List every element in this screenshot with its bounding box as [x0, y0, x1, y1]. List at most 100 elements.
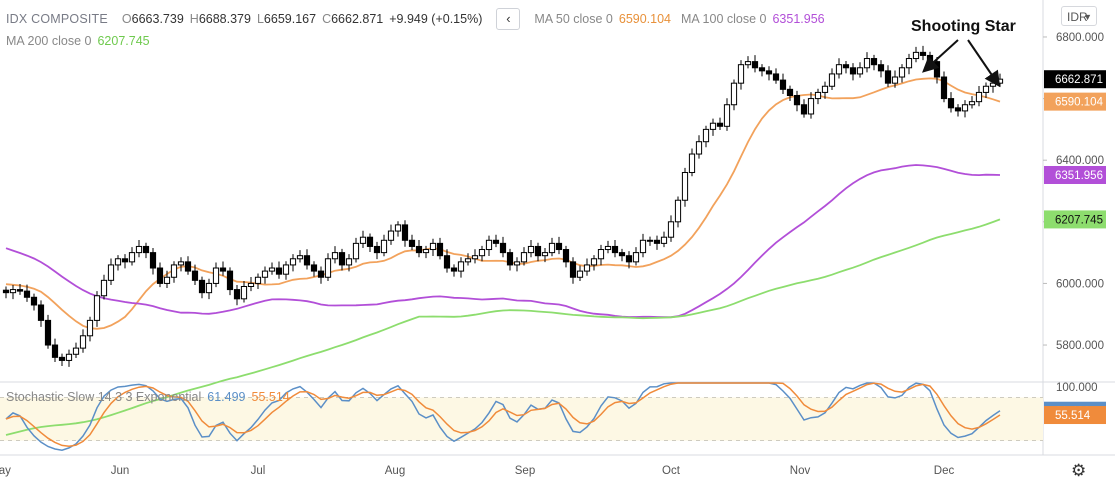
candle-up	[394, 224, 402, 232]
candle-down	[233, 289, 241, 300]
candle-down	[884, 70, 892, 84]
ma50-value: 6590.104	[618, 12, 672, 26]
candle-up	[576, 270, 584, 278]
candle-down	[303, 255, 311, 266]
y-tick-label: 6400.000	[1056, 155, 1104, 167]
candle-down	[877, 64, 885, 72]
candle-down	[443, 255, 451, 269]
candle-up	[261, 270, 269, 278]
candle-down	[765, 70, 773, 75]
candle-up	[79, 335, 87, 349]
candle-down	[58, 356, 66, 361]
x-tick-label: Sep	[515, 465, 535, 477]
stochastic-band	[0, 397, 1043, 441]
candle-up	[597, 249, 605, 260]
candle-up	[429, 242, 437, 251]
x-tick-label: May	[0, 465, 11, 477]
ma100-label: MA 100 close 0	[681, 12, 767, 26]
candle-down	[198, 279, 206, 294]
candle-down	[219, 267, 227, 272]
stochastic-label: Stochastic Slow 14 3 3 Exponential	[6, 390, 202, 404]
candle-down	[800, 104, 808, 115]
candle-down	[226, 270, 234, 291]
ohlc-legend: IDX COMPOSITE O6663.739 H6688.379 L6659.…	[6, 8, 825, 30]
settings-gear-icon[interactable]: ⚙	[1071, 461, 1087, 480]
candle-down	[653, 239, 661, 244]
candle-up	[541, 252, 549, 257]
candle-down	[534, 245, 542, 257]
candle-down	[751, 61, 759, 69]
candle-up	[667, 221, 675, 238]
candle-up	[240, 286, 248, 300]
candle-up	[912, 51, 920, 60]
candle-up	[744, 61, 752, 66]
candle-up	[814, 91, 822, 100]
candle-down	[317, 270, 325, 278]
candle-up	[604, 245, 612, 251]
candle-down	[191, 270, 199, 281]
ma200-label: MA 200 close 0	[6, 34, 92, 48]
candle-up	[135, 245, 143, 254]
open-label: O6663.739	[121, 12, 184, 26]
low-label: L6659.167	[256, 12, 317, 26]
candle-down	[373, 245, 381, 254]
candle-up	[254, 276, 262, 284]
x-tick-label: Dec	[934, 465, 955, 477]
close-label: C6662.871	[322, 12, 384, 26]
arrow-right	[967, 39, 1001, 88]
candle-up	[422, 249, 430, 254]
currency-selector[interactable]: IDR ▼	[1061, 6, 1097, 26]
y-tick-label: 6000.000	[1056, 278, 1104, 290]
candle-down	[408, 239, 416, 247]
collapse-legend-button[interactable]: ‹	[496, 8, 521, 30]
stochastic-k-line	[5, 382, 1001, 451]
stochastic-d-tag-label: 55.514	[1055, 410, 1091, 422]
candle-up	[891, 76, 899, 84]
change-value: +9.949 (+0.15%)	[389, 12, 483, 26]
candle-up	[975, 91, 983, 103]
stochastic-d-line	[5, 382, 1001, 448]
candle-up	[296, 255, 304, 260]
candle-up	[93, 295, 101, 321]
y-tick-label: 6800.000	[1056, 32, 1104, 44]
candle-up	[177, 261, 185, 266]
close-value: 6662.871	[331, 12, 384, 26]
y-tick-label: 5800.000	[1056, 340, 1104, 352]
candle-up	[65, 353, 73, 361]
candle-up	[968, 101, 976, 106]
candle-down	[772, 73, 780, 81]
candle-up	[737, 64, 745, 84]
candle-down	[569, 261, 577, 278]
candle-down	[149, 252, 157, 269]
candle-up	[513, 261, 521, 266]
candle-up	[457, 261, 465, 272]
currency-label: IDR	[1067, 10, 1088, 24]
candle-up	[982, 85, 990, 93]
candle-up	[345, 258, 353, 266]
candle-down	[793, 95, 801, 106]
candle-up	[100, 279, 108, 297]
candle-down	[499, 242, 507, 254]
candle-up	[282, 264, 290, 275]
candle-up	[268, 267, 276, 272]
candle-down	[51, 344, 59, 358]
candle-down	[366, 236, 374, 247]
candle-down	[954, 107, 962, 112]
ma100-value: 6351.956	[772, 12, 825, 26]
ma50-label: MA 50 close 0	[534, 12, 613, 26]
x-tick-label: Oct	[662, 465, 681, 477]
low-value: 6659.167	[263, 12, 317, 26]
candle-down	[23, 290, 31, 298]
symbol-name: IDX COMPOSITE	[6, 12, 108, 26]
candle-up	[821, 85, 829, 93]
candle-up	[114, 258, 122, 266]
candle-up	[247, 282, 255, 287]
candle-up	[331, 252, 339, 260]
candle-down	[184, 261, 192, 272]
candle-down	[30, 296, 38, 306]
stochastic-legend: Stochastic Slow 14 3 3 Exponential 61.49…	[6, 390, 290, 404]
candle-up	[863, 58, 871, 69]
ma200-value: 6207.745	[97, 34, 150, 48]
x-tick-label: Jul	[251, 465, 266, 477]
